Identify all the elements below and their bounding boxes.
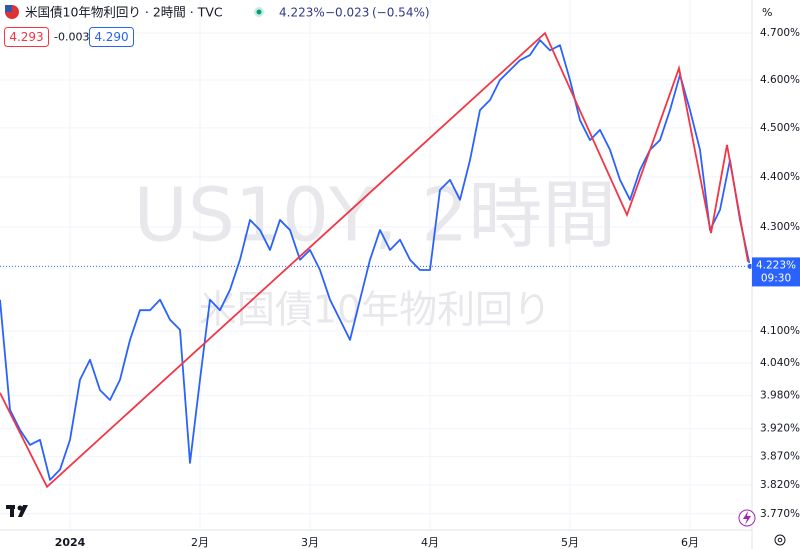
plot xyxy=(0,31,754,489)
settings-icon xyxy=(777,537,783,543)
bid-box[interactable] xyxy=(4,27,49,47)
watermark-sub: 米国債10年物利回り xyxy=(199,288,551,332)
y-tick-label: 4.700% xyxy=(760,27,800,39)
flag-icon xyxy=(5,5,12,12)
y-tick-label: 3.920% xyxy=(760,423,800,435)
y-tick-label: 4.500% xyxy=(760,122,800,134)
x-tick-label: 3月 xyxy=(301,536,319,549)
lightning-icon xyxy=(743,511,751,525)
x-tick-label: 5月 xyxy=(561,536,579,549)
bid: 4.293 xyxy=(9,30,43,44)
price: 4.223% xyxy=(279,6,325,20)
title: 米国債10年物利回り · 2時間 · TVC xyxy=(25,5,223,20)
axis-unit: % xyxy=(762,6,772,19)
ask: 4.290 xyxy=(94,30,128,44)
y-tick-label: 4.040% xyxy=(760,357,800,369)
y-tick-label: 3.980% xyxy=(760,390,800,402)
x-tick-label: 2月 xyxy=(191,536,209,549)
y-tick-label: 4.300% xyxy=(760,221,800,233)
last-value-label: 4.223% xyxy=(756,259,796,271)
y-tick-label: 3.770% xyxy=(760,508,800,520)
x-tick-label: 4月 xyxy=(421,536,439,549)
spread: -0.003 xyxy=(54,31,89,44)
y-tick-label: 4.600% xyxy=(760,74,800,86)
change: −0.023 xyxy=(325,6,369,20)
change-pct: (−0.54%) xyxy=(372,6,430,20)
y-axis: 4.700% 4.600% 4.500% 4.400% 4.300% 4.100% 4.04… xyxy=(55,27,800,549)
y-tick-label: 4.400% xyxy=(760,171,800,183)
y-tick-label: 3.870% xyxy=(760,451,800,463)
price-line xyxy=(0,39,751,481)
last-time-label: 09:30 xyxy=(761,272,791,284)
x-tick-label: 6月 xyxy=(681,536,699,549)
x-tick-label: 2024 xyxy=(55,536,86,549)
y-tick-label: 3.820% xyxy=(760,479,800,491)
grid xyxy=(0,0,752,530)
tv-logo xyxy=(6,505,28,517)
y-tick-label: 4.100% xyxy=(760,325,800,337)
status-dot xyxy=(256,9,262,15)
trend-line xyxy=(0,31,749,489)
ask-box[interactable] xyxy=(89,27,134,47)
last-value-box xyxy=(752,257,800,287)
settings-icon[interactable] xyxy=(774,534,786,546)
